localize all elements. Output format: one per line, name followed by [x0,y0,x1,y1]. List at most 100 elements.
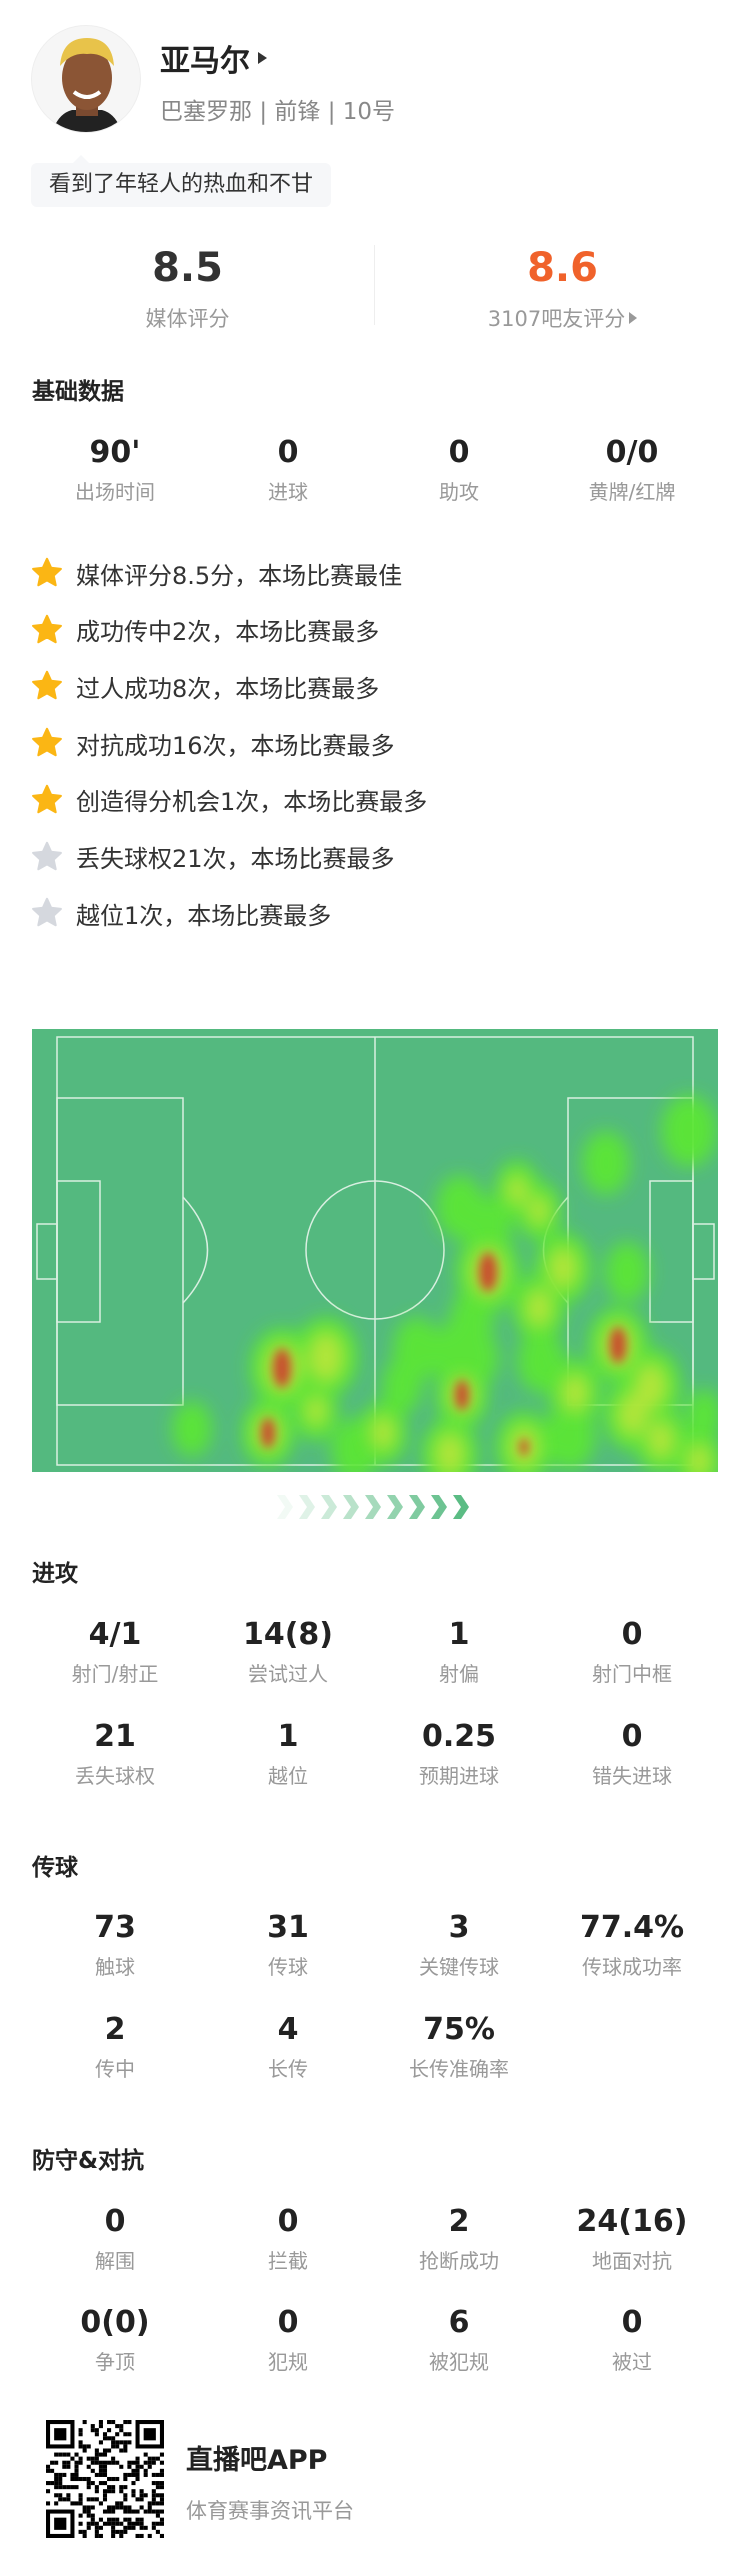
chevron-right-icon [409,1495,425,1519]
stat-item: 1 射偏 [373,1618,546,1687]
stat-item: 4/1 射门/射正 [29,1618,202,1687]
stat-label: 预期进球 [419,1764,499,1788]
heatmap [32,1029,723,1493]
stat-label: 触球 [95,1955,135,1979]
stat-item: 0 解围 [29,2205,202,2274]
heat-spot [382,1358,422,1414]
stat-value: 0 [621,2305,643,2340]
app-tagline: 体育赛事资讯平台 [186,2499,354,2523]
section-title-defense: 防守&对抗 [32,2148,145,2174]
stat-value: 90' [89,435,141,470]
shirt-number: 10号 [342,99,396,125]
stat-value: 77.4% [579,1910,685,1945]
stat-item: 24(16) 地面对抗 [546,2205,719,2274]
heat-spot [686,1389,722,1441]
heatmap-pitch [36,1036,723,1493]
stat-label: 射门中框 [592,1662,672,1686]
highlight-text: 过人成功8次，本场比赛最多 [76,674,380,703]
highlight-item: 对抗成功16次，本场比赛最多 [30,723,395,763]
chevron-right-icon [365,1495,381,1519]
player-name-link[interactable]: 亚马尔 [160,36,267,80]
position: 前锋 [274,99,321,125]
heat-spot [609,1327,627,1363]
star-icon [32,784,62,814]
stat-label: 传中 [95,2057,135,2081]
stat-item: 0 拦截 [202,2205,375,2274]
fan-rating-value: 8.6 [527,245,598,291]
stat-label: 争顶 [95,2350,135,2374]
stat-item: 2 传中 [29,2013,202,2082]
stat-label: 越位 [268,1764,308,1788]
caret-right-icon [629,312,638,324]
highlight-text: 成功传中2次，本场比赛最多 [76,618,380,647]
heat-spot [582,1131,630,1195]
stat-item: 90' 出场时间 [29,436,202,505]
stat-value: 0(0) [80,2305,150,2340]
heat-spot [661,1095,717,1167]
stat-label: 出场时间 [75,480,155,504]
stat-label: 地面对抗 [592,2249,672,2273]
star-icon [32,671,62,700]
stat-item: 0 进球 [202,436,375,505]
stat-label: 射门/射正 [71,1662,159,1686]
heat-spot [172,1401,212,1457]
stat-item: 14(8) 尝试过人 [202,1618,375,1687]
heat-spot [527,1195,551,1227]
heat-spot [616,1393,648,1437]
stat-item: 0 助攻 [373,436,546,505]
stat-item: 31 传球 [202,1911,375,1980]
heat-spot [547,1246,579,1290]
stat-item: 3 关键传球 [373,1911,546,1980]
chevron-right-icon [277,1495,293,1519]
heat-spot [434,1432,466,1476]
stat-item: 0.25 预期进球 [373,1720,546,1789]
star-icon [32,897,62,927]
chevron-right-icon [387,1495,403,1519]
player-avatar[interactable] [31,25,141,133]
fan-rating-button[interactable]: 8.6 3107吧友评分 [375,245,750,333]
heat-spot [450,1289,494,1349]
media-rating-value: 8.5 [152,245,223,291]
star-icon [32,841,62,870]
stat-item: 0 被过 [546,2306,719,2375]
stat-label: 抢断成功 [419,2249,499,2273]
stat-value: 24(16) [576,2204,688,2239]
divider [374,245,375,325]
heat-spot [647,1420,675,1460]
stat-value: 1 [277,1719,299,1754]
stat-value: 14(8) [242,1617,334,1652]
media-rating-label: 媒体评分 [145,307,230,331]
heat-spot [605,1242,649,1302]
stat-value: 0 [277,2305,299,2340]
highlight-text: 对抗成功16次，本场比赛最多 [76,731,395,760]
heat-spot [304,1395,328,1427]
stat-item: 21 丢失球权 [29,1720,202,1789]
stat-label: 进球 [268,480,308,504]
stat-item: 6 被犯规 [373,2306,546,2375]
player-name: 亚马尔 [160,44,250,79]
caret-right-icon [258,52,267,64]
team-name: 巴塞罗那 [160,99,252,125]
stat-label: 助攻 [439,480,479,504]
stat-label: 拦截 [268,2249,308,2273]
stat-label: 长传准确率 [409,2057,509,2081]
star-icon [32,614,62,643]
stat-item: 1 越位 [202,1720,375,1789]
stat-value: 0 [621,1617,643,1652]
stat-label: 尝试过人 [248,1662,328,1686]
app-name: 直播吧APP [186,2445,328,2476]
heat-spot [331,1418,379,1482]
stat-value: 2 [448,2204,470,2239]
stat-value: 0.25 [421,1719,497,1754]
highlight-text: 越位1次，本场比赛最多 [76,901,332,930]
stat-item: 0 错失进球 [546,1720,719,1789]
heat-spot [561,1373,589,1413]
separator: | [259,99,268,125]
stat-value: 4 [277,2012,299,2047]
attack-direction-arrows [275,1493,471,1521]
highlight-item: 媒体评分8.5分，本场比赛最佳 [30,553,402,593]
highlight-item: 丢失球权21次，本场比赛最多 [30,837,395,877]
stat-value: 75% [423,2012,495,2047]
section-title-passing: 传球 [32,1855,78,1881]
heat-spot [370,1415,396,1451]
